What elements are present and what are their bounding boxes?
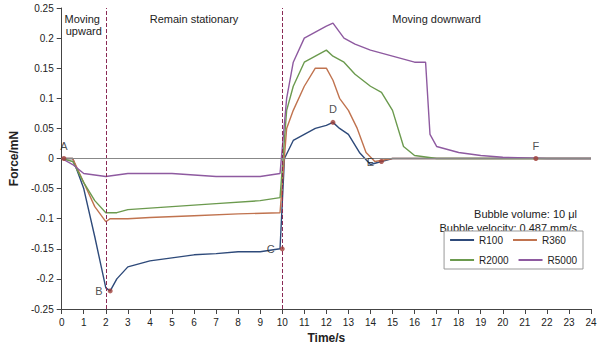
svg-text:Moving downward: Moving downward (392, 13, 481, 25)
svg-text:15: 15 (387, 317, 399, 328)
svg-text:Remain stationary: Remain stationary (150, 13, 239, 25)
svg-text:F: F (532, 140, 539, 152)
svg-text:A: A (60, 140, 68, 152)
svg-text:R100: R100 (479, 235, 503, 246)
svg-text:0.2: 0.2 (40, 33, 54, 44)
svg-text:Bubble volume: 10 μl: Bubble volume: 10 μl (474, 208, 577, 220)
svg-text:R2000: R2000 (479, 255, 509, 266)
svg-text:Time/s: Time/s (307, 331, 345, 345)
svg-text:24: 24 (585, 317, 597, 328)
svg-text:7: 7 (213, 317, 219, 328)
svg-text:12: 12 (321, 317, 333, 328)
svg-text:14: 14 (365, 317, 377, 328)
svg-text:Force/mN: Force/mN (7, 131, 21, 186)
svg-text:E: E (367, 156, 374, 168)
svg-text:0: 0 (48, 153, 54, 164)
svg-text:-0.05: -0.05 (31, 183, 54, 194)
svg-text:21: 21 (519, 317, 531, 328)
svg-text:1: 1 (81, 317, 87, 328)
svg-text:-0.25: -0.25 (31, 304, 54, 315)
svg-text:16: 16 (409, 317, 421, 328)
svg-text:0.25: 0.25 (34, 3, 54, 14)
svg-text:9: 9 (257, 317, 263, 328)
svg-text:upward: upward (66, 25, 102, 37)
svg-text:R5000: R5000 (548, 255, 578, 266)
svg-text:C: C (267, 243, 275, 255)
svg-text:8: 8 (235, 317, 241, 328)
svg-text:3: 3 (125, 317, 131, 328)
svg-text:13: 13 (343, 317, 355, 328)
svg-text:-0.1: -0.1 (36, 213, 54, 224)
svg-text:22: 22 (541, 317, 553, 328)
svg-text:-0.2: -0.2 (36, 273, 54, 284)
svg-text:10: 10 (277, 317, 289, 328)
svg-text:20: 20 (497, 317, 509, 328)
svg-text:6: 6 (191, 317, 197, 328)
svg-text:Moving: Moving (64, 13, 103, 25)
svg-text:17: 17 (431, 317, 443, 328)
svg-text:4: 4 (147, 317, 153, 328)
svg-text:0.1: 0.1 (40, 93, 54, 104)
svg-text:23: 23 (563, 317, 575, 328)
svg-text:5: 5 (169, 317, 175, 328)
svg-text:Bubble velocity: 0.487 mm/s: Bubble velocity: 0.487 mm/s (439, 221, 577, 234)
svg-text:2: 2 (103, 317, 109, 328)
svg-text:R360: R360 (542, 235, 566, 246)
svg-text:D: D (329, 103, 337, 115)
svg-text:0: 0 (59, 317, 65, 328)
svg-text:-0.15: -0.15 (31, 243, 54, 254)
svg-text:11: 11 (299, 317, 310, 328)
svg-text:0.15: 0.15 (34, 63, 54, 74)
svg-text:B: B (95, 285, 102, 297)
svg-text:18: 18 (453, 317, 465, 328)
svg-text:19: 19 (475, 317, 487, 328)
svg-text:0.05: 0.05 (34, 123, 54, 134)
